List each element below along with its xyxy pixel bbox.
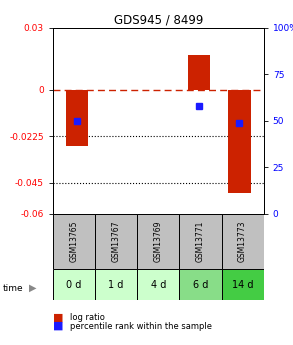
- Text: GSM13765: GSM13765: [69, 221, 78, 262]
- Bar: [222, 269, 264, 300]
- Bar: [188, 55, 210, 90]
- Bar: [53, 269, 95, 300]
- Bar: [53, 214, 95, 269]
- Text: 4 d: 4 d: [151, 280, 166, 289]
- Bar: [228, 90, 251, 193]
- Text: time: time: [3, 284, 23, 293]
- Bar: [137, 214, 179, 269]
- Text: percentile rank within the sample: percentile rank within the sample: [70, 322, 212, 331]
- Text: 0 d: 0 d: [66, 280, 81, 289]
- Bar: [95, 269, 137, 300]
- Text: GSM13769: GSM13769: [154, 221, 163, 262]
- Text: GSM13767: GSM13767: [112, 221, 120, 262]
- Text: 6 d: 6 d: [193, 280, 208, 289]
- Bar: [222, 214, 264, 269]
- Bar: [179, 269, 222, 300]
- Text: log ratio: log ratio: [70, 313, 105, 322]
- Title: GDS945 / 8499: GDS945 / 8499: [113, 13, 203, 27]
- Bar: [95, 214, 137, 269]
- Text: GSM13773: GSM13773: [238, 221, 247, 262]
- Text: 14 d: 14 d: [232, 280, 253, 289]
- Bar: [66, 90, 88, 146]
- Text: ■: ■: [53, 321, 63, 331]
- Bar: [137, 269, 179, 300]
- Text: ■: ■: [53, 313, 63, 322]
- Text: 1 d: 1 d: [108, 280, 124, 289]
- Bar: [179, 214, 222, 269]
- Text: ▶: ▶: [29, 283, 37, 293]
- Text: GSM13771: GSM13771: [196, 221, 205, 262]
